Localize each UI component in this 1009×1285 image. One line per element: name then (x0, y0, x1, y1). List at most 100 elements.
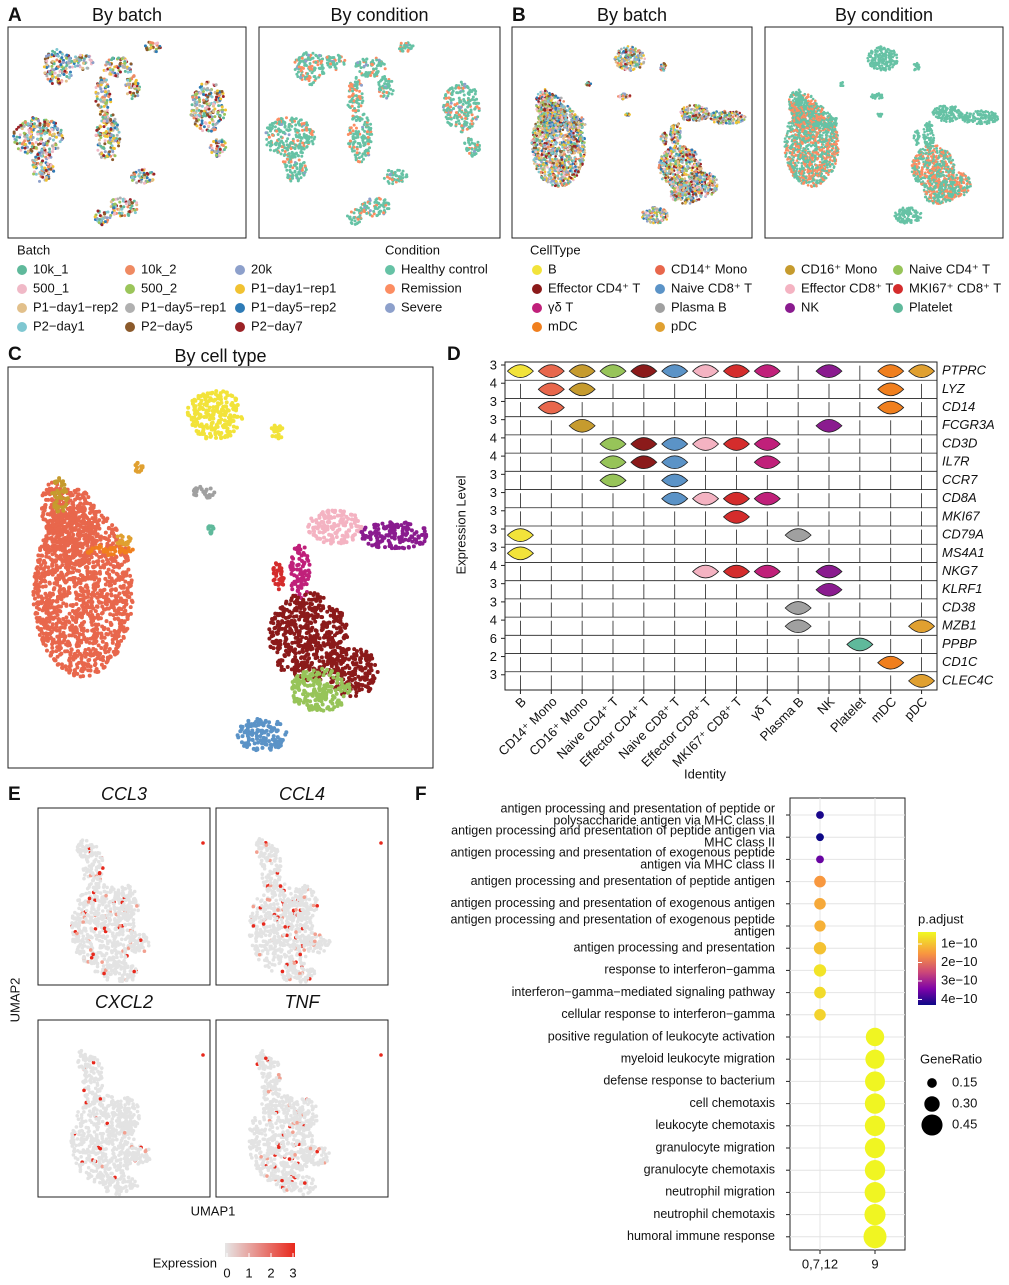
cell-point (39, 137, 43, 141)
cell-point (34, 155, 38, 159)
cell-point (547, 155, 551, 158)
cell-point (450, 122, 454, 126)
cell-point (400, 47, 404, 51)
cell-point (46, 124, 50, 128)
cell-point (45, 63, 49, 67)
cell-point (725, 121, 728, 125)
cell-cloud (530, 45, 747, 225)
cell-point (78, 65, 82, 69)
cell-point (45, 152, 49, 156)
cell-point (561, 166, 565, 169)
cell-point (221, 116, 225, 120)
cell-point (217, 119, 221, 123)
cell-point (154, 47, 158, 51)
cell-point (362, 64, 366, 68)
cell-point (329, 62, 333, 66)
cell-point (543, 175, 547, 179)
cell-point (45, 175, 49, 179)
cell-point (34, 117, 38, 121)
cell-point (103, 139, 107, 143)
cell-point (629, 69, 633, 72)
cell-point (73, 58, 77, 62)
cell-point (361, 127, 365, 131)
cell-point (357, 156, 361, 160)
cell-point (104, 85, 108, 89)
cell-point (192, 108, 196, 112)
cell-point (553, 112, 556, 116)
cell-point (565, 112, 568, 116)
cell-point (553, 157, 557, 161)
cell-point (28, 141, 32, 145)
cell-point (192, 116, 196, 120)
cell-point (355, 151, 359, 155)
cell-point (20, 127, 24, 131)
cell-point (48, 72, 52, 76)
cell-point (150, 178, 154, 182)
cell-point (540, 176, 543, 180)
cell-point (133, 175, 137, 179)
cell-point (383, 201, 387, 205)
cell-point (694, 110, 698, 114)
cell-point (23, 146, 27, 150)
cell-point (102, 119, 106, 123)
cell-point (572, 131, 575, 135)
cell-point (300, 128, 304, 132)
cell-point (357, 105, 361, 109)
cell-point (629, 47, 633, 51)
cell-point (289, 179, 293, 183)
cell-point (695, 119, 698, 122)
cell-point (48, 79, 52, 83)
cell-point (733, 112, 737, 115)
cell-point (368, 209, 372, 213)
cell-point (217, 140, 221, 144)
cell-point (149, 46, 153, 50)
cell-point (265, 137, 269, 141)
cell-point (662, 135, 665, 139)
panel-title: By batch (92, 5, 162, 25)
cell-point (559, 119, 563, 122)
cell-point (96, 83, 100, 87)
cell-point (329, 65, 333, 69)
cell-point (213, 122, 217, 126)
cell-point (46, 156, 50, 160)
cell-point (32, 172, 36, 176)
cell-point (111, 158, 115, 162)
cell-point (56, 65, 60, 69)
cell-point (54, 67, 58, 71)
cell-point (113, 126, 117, 130)
cell-point (318, 73, 322, 77)
cell-point (50, 127, 54, 131)
cell-point (190, 103, 194, 107)
cell-point (688, 104, 692, 107)
cell-point (448, 113, 452, 117)
cell-point (50, 82, 54, 86)
cell-point (95, 97, 99, 101)
cell-point (100, 80, 104, 84)
cell-point (342, 62, 346, 66)
cell-point (102, 104, 106, 108)
cell-point (374, 67, 378, 71)
cell-point (56, 74, 60, 78)
cell-point (123, 214, 127, 218)
cell-point (461, 89, 465, 93)
cell-point (701, 113, 705, 117)
cell-point (297, 65, 301, 69)
cell-point (578, 167, 581, 171)
cell-point (60, 138, 64, 142)
cell-point (311, 142, 315, 146)
cell-point (445, 117, 449, 121)
cell-point (195, 124, 199, 128)
cell-point (299, 136, 303, 140)
cell-point (366, 135, 370, 139)
cell-point (48, 150, 52, 154)
cell-point (312, 137, 316, 141)
cell-point (307, 53, 311, 57)
cell-point (210, 150, 214, 154)
cell-point (554, 126, 558, 129)
cell-point (536, 154, 539, 158)
cell-point (731, 121, 735, 125)
cell-point (200, 119, 204, 123)
cell-point (299, 150, 303, 154)
cell-point (535, 157, 538, 161)
cell-point (361, 137, 365, 141)
